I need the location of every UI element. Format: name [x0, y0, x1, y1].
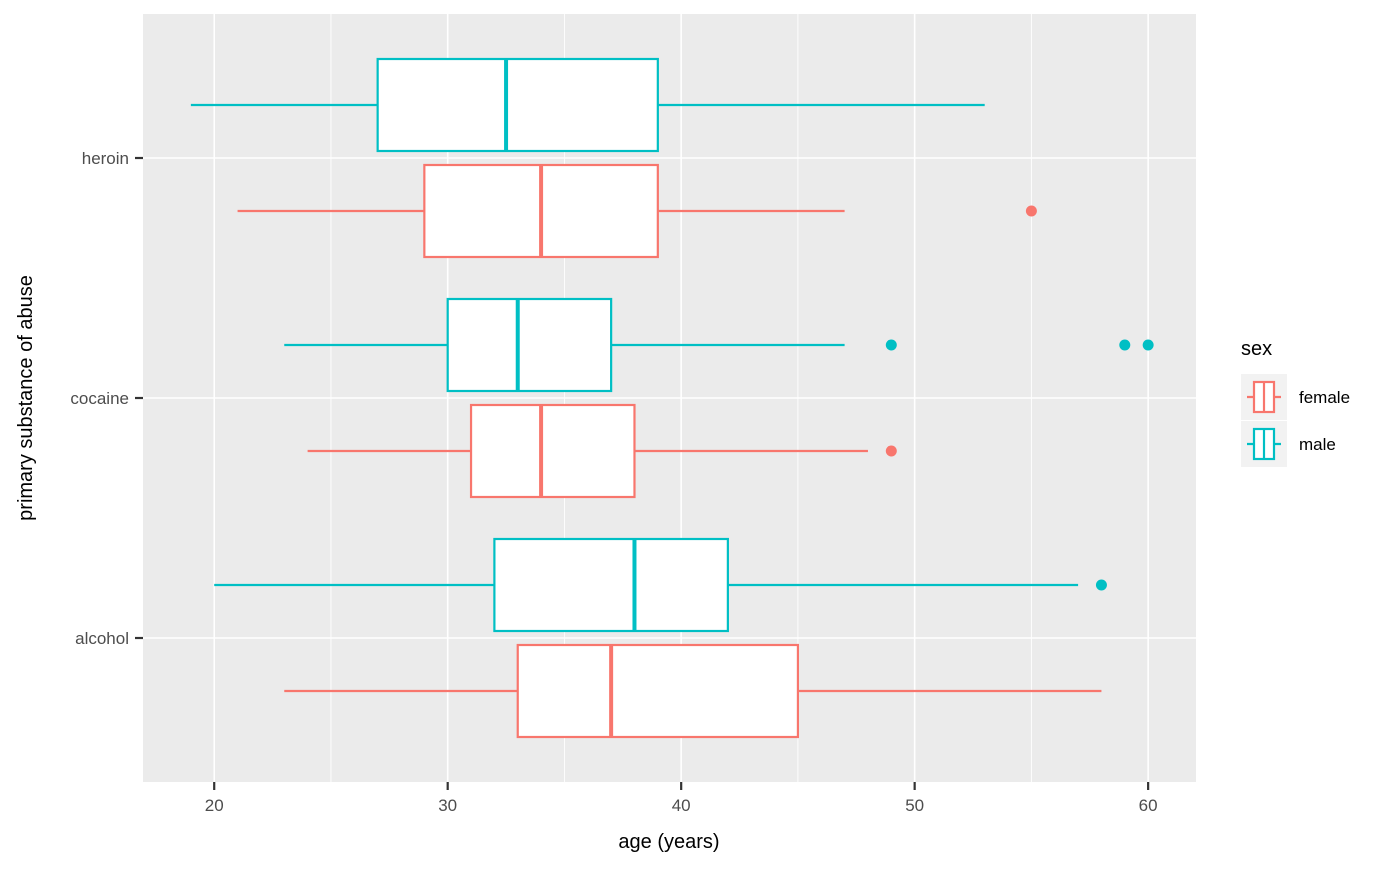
- legend-label-male: male: [1299, 435, 1336, 454]
- boxplot-box-heroin-male: [376, 57, 659, 153]
- outlier-point-cocaine-male-59: [1119, 339, 1131, 351]
- outlier-point-cocaine-male-49: [885, 339, 897, 351]
- legend-title: sex: [1241, 338, 1272, 360]
- x-tick-label-40: 40: [672, 796, 691, 815]
- legend: sex female male: [1241, 338, 1350, 467]
- y-tick-label-cocaine: cocaine: [70, 389, 129, 408]
- y-axis-title: primary substance of abuse: [15, 275, 37, 521]
- legend-label-female: female: [1299, 388, 1350, 407]
- x-axis-title: age (years): [618, 831, 719, 853]
- axes-layer: 20 30 40 50 60 alcohol cocaine heroin: [70, 149, 1157, 815]
- boxplot-box-cocaine-female: [469, 403, 636, 499]
- x-tick-label-20: 20: [205, 796, 224, 815]
- boxplot-layer: [190, 57, 1154, 739]
- y-tick-label-heroin: heroin: [82, 149, 129, 168]
- boxplot-box-alcohol-female: [516, 643, 800, 739]
- outlier-point-heroin-female-55: [1025, 205, 1037, 217]
- boxplot-box-cocaine-male: [446, 297, 613, 393]
- boxplot-box-alcohol-male: [493, 537, 729, 633]
- y-tick-label-alcohol: alcohol: [75, 629, 129, 648]
- x-tick-label-60: 60: [1139, 796, 1158, 815]
- x-tick-label-50: 50: [905, 796, 924, 815]
- outlier-point-cocaine-male-60: [1142, 339, 1154, 351]
- x-tick-label-30: 30: [438, 796, 457, 815]
- outlier-point-alcohol-male-58: [1095, 579, 1107, 591]
- outlier-point-cocaine-female-49: [885, 445, 897, 457]
